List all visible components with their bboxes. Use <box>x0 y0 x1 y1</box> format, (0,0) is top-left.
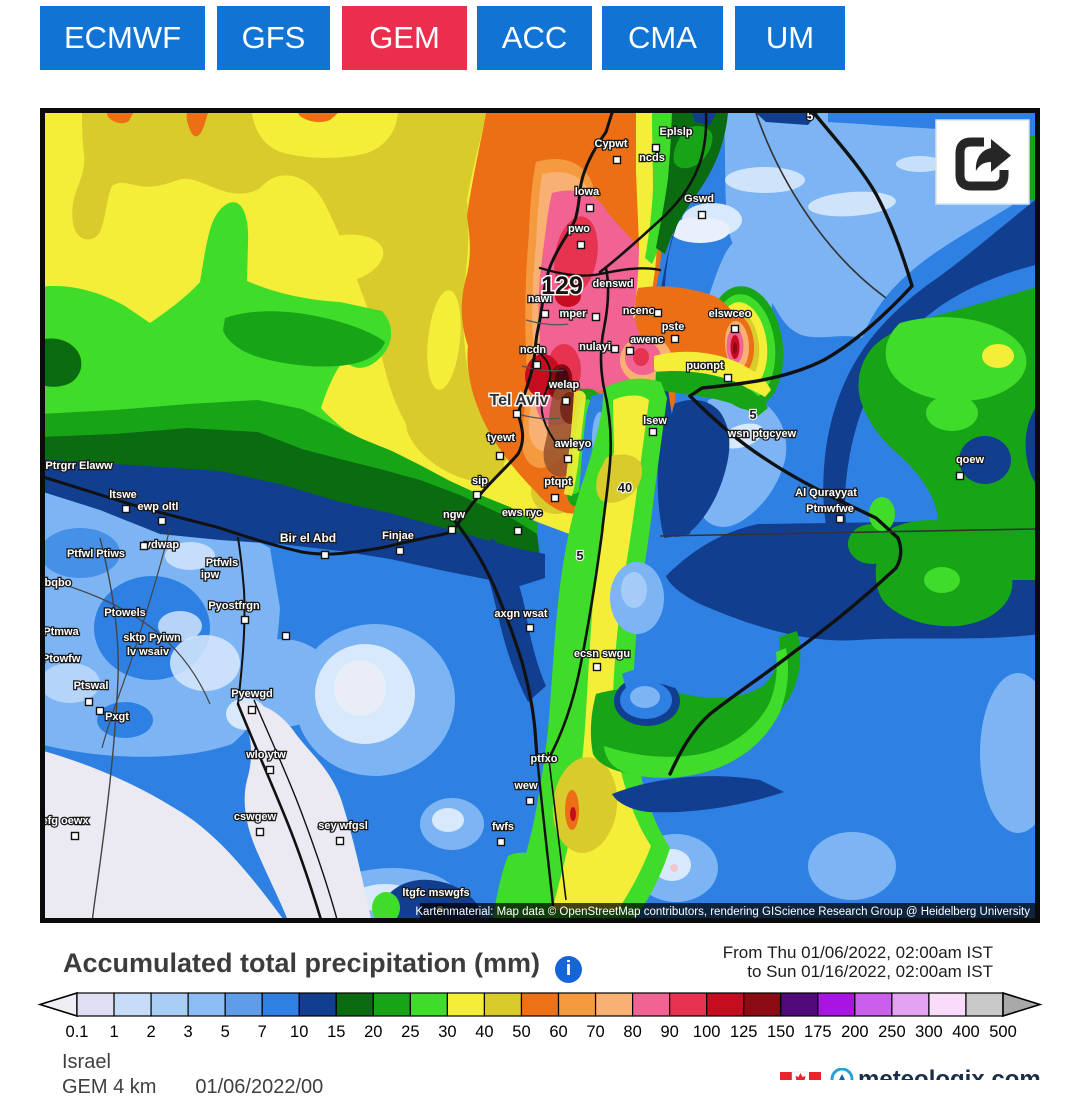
svg-text:5: 5 <box>576 548 583 563</box>
svg-text:Cypwt: Cypwt <box>595 138 628 150</box>
svg-text:wlo ytw: wlo ytw <box>245 749 286 761</box>
svg-text:nulayi: nulayi <box>579 341 611 353</box>
svg-text:sip: sip <box>472 475 488 487</box>
svg-text:150: 150 <box>767 1023 795 1041</box>
svg-text:20: 20 <box>364 1023 382 1041</box>
svg-text:10: 10 <box>290 1023 308 1041</box>
svg-text:ecsn swgu: ecsn swgu <box>574 648 630 660</box>
svg-text:sktp Pyiwn: sktp Pyiwn <box>123 632 181 644</box>
svg-text:Ptswal: Ptswal <box>74 680 109 692</box>
svg-text:ews ryc: ews ryc <box>502 507 542 519</box>
svg-text:5: 5 <box>807 109 814 123</box>
svg-text:nawi: nawi <box>528 293 552 305</box>
svg-text:Eplslp: Eplslp <box>659 126 692 138</box>
svg-text:lowa: lowa <box>575 186 600 198</box>
svg-text:Bir el Abd: Bir el Abd <box>280 531 336 545</box>
svg-text:250: 250 <box>878 1023 906 1041</box>
svg-text:elswceo: elswceo <box>709 308 752 320</box>
svg-text:ewp oltl: ewp oltl <box>138 501 179 513</box>
svg-text:ngw: ngw <box>443 509 465 521</box>
svg-text:ncdn: ncdn <box>520 344 547 356</box>
svg-text:Ptfwl Ptiws: Ptfwl Ptiws <box>67 548 125 560</box>
svg-text:Gswd: Gswd <box>684 193 714 205</box>
svg-text:Pxgt: Pxgt <box>105 711 129 723</box>
svg-text:Pyostfrgn: Pyostfrgn <box>208 600 260 612</box>
svg-text:awenc: awenc <box>630 334 664 346</box>
svg-text:300: 300 <box>915 1023 943 1041</box>
svg-text:axgn wsat: axgn wsat <box>494 608 548 620</box>
svg-text:ltswe: ltswe <box>109 489 137 501</box>
svg-text:1: 1 <box>109 1023 118 1041</box>
svg-text:awleyo: awleyo <box>555 438 592 450</box>
svg-text:40: 40 <box>475 1023 493 1041</box>
svg-text:Ptfwls: Ptfwls <box>206 557 238 569</box>
svg-text:bqbo: bqbo <box>45 577 72 589</box>
svg-text:7: 7 <box>258 1023 267 1041</box>
svg-text:nceno: nceno <box>623 305 656 317</box>
svg-text:Pyewgd: Pyewgd <box>231 688 273 700</box>
svg-text:Ptowels: Ptowels <box>104 607 146 619</box>
svg-text:mper: mper <box>560 308 588 320</box>
svg-text:pwo: pwo <box>568 223 590 235</box>
svg-text:welap: welap <box>548 379 580 391</box>
svg-text:denswd: denswd <box>593 278 634 290</box>
svg-text:cswgew: cswgew <box>234 811 277 823</box>
svg-text:15: 15 <box>327 1023 345 1041</box>
svg-text:ltgfc Ptowfw: ltgfc Ptowfw <box>40 653 81 665</box>
svg-text:3: 3 <box>184 1023 193 1041</box>
svg-text:vdwap: vdwap <box>145 539 180 551</box>
svg-text:wew: wew <box>513 780 538 792</box>
svg-text:25: 25 <box>401 1023 419 1041</box>
svg-text:100: 100 <box>693 1023 721 1041</box>
svg-text:125: 125 <box>730 1023 758 1041</box>
svg-text:sey wfgsl: sey wfgsl <box>318 820 368 832</box>
svg-text:visf Ptmwa: visf Ptmwa <box>40 626 80 638</box>
svg-text:wsn ptgcyew: wsn ptgcyew <box>727 428 797 440</box>
svg-text:60: 60 <box>549 1023 567 1041</box>
svg-text:Al Qurayyat: Al Qurayyat <box>795 487 857 499</box>
svg-text:lsew: lsew <box>643 415 667 427</box>
svg-text:500: 500 <box>989 1023 1017 1041</box>
svg-text:tyewt: tyewt <box>487 432 515 444</box>
svg-text:5: 5 <box>749 407 756 422</box>
svg-text:50: 50 <box>512 1023 530 1041</box>
svg-text:Finjae: Finjae <box>382 530 414 542</box>
svg-text:400: 400 <box>952 1023 980 1041</box>
svg-text:ipw: ipw <box>201 569 220 581</box>
svg-text:ptqpt: ptqpt <box>544 476 572 488</box>
svg-text:qoew: qoew <box>956 454 985 466</box>
svg-text:0.1: 0.1 <box>66 1023 89 1041</box>
svg-text:Ptmwfwe: Ptmwfwe <box>806 503 854 515</box>
svg-text:ptfxo: ptfxo <box>531 753 558 765</box>
svg-text:pste: pste <box>662 321 685 333</box>
svg-text:200: 200 <box>841 1023 869 1041</box>
svg-text:70: 70 <box>586 1023 604 1041</box>
svg-text:175: 175 <box>804 1023 832 1041</box>
svg-text:30: 30 <box>438 1023 456 1041</box>
svg-text:Kartenmaterial: Map data © Ope: Kartenmaterial: Map data © OpenStreetMap… <box>415 906 1030 918</box>
svg-text:Tel Aviv: Tel Aviv <box>490 392 549 409</box>
svg-text:efg oewx: efg oewx <box>41 815 89 827</box>
svg-text:129: 129 <box>541 272 583 300</box>
svg-text:puonpt: puonpt <box>686 360 724 372</box>
svg-text:2: 2 <box>146 1023 155 1041</box>
svg-text:meteologix.com: meteologix.com <box>858 1068 1041 1080</box>
svg-text:40: 40 <box>618 480 632 495</box>
svg-text:lv wsaiv: lv wsaiv <box>127 646 170 658</box>
svg-text:5: 5 <box>221 1023 230 1041</box>
svg-text:Ptrgrr Elaww: Ptrgrr Elaww <box>45 460 113 472</box>
svg-text:ltgfc mswgfs: ltgfc mswgfs <box>402 887 469 899</box>
svg-text:fwfs: fwfs <box>492 821 514 833</box>
svg-text:90: 90 <box>660 1023 678 1041</box>
svg-text:ncds: ncds <box>639 152 665 164</box>
svg-text:80: 80 <box>623 1023 641 1041</box>
